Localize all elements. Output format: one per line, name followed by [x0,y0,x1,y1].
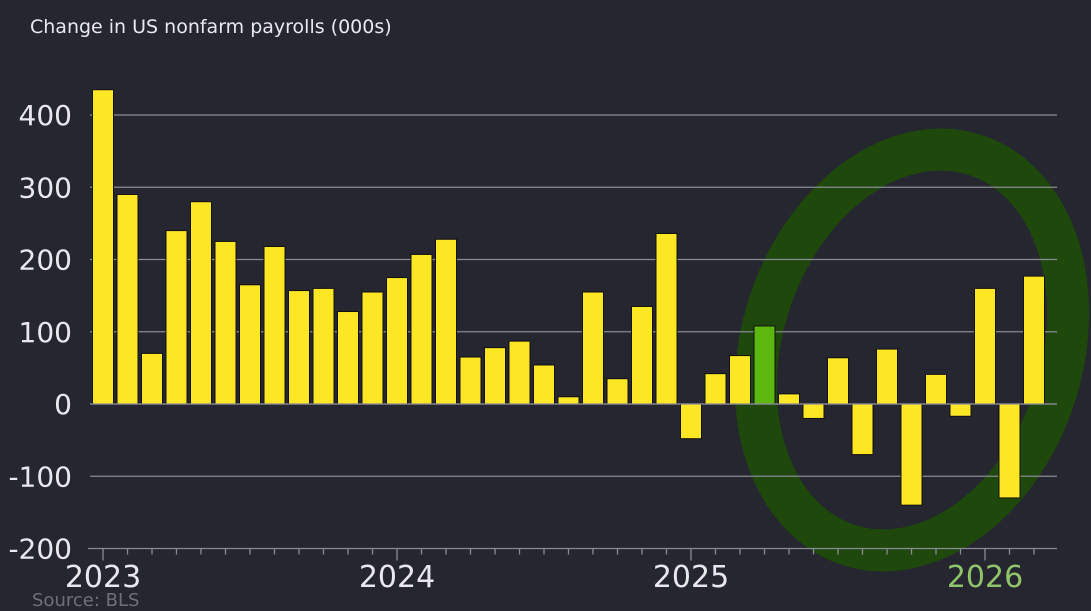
bar-2026-02 [998,403,1021,499]
bar-2023-11 [337,311,359,405]
bar-2024-06 [508,340,531,405]
bar-2024-03 [435,238,457,405]
bar-2024-02 [410,253,433,405]
bar-2025-05 [778,393,800,405]
bar-2025-01 [680,403,702,440]
bar-2023-12 [361,291,384,405]
bar-2025-08 [851,403,874,456]
y-tick-label: 300 [19,171,72,204]
bar-2025-12 [949,403,972,417]
bar-2025-02 [704,373,727,405]
bar-2023-02 [116,193,139,405]
bar-2026-01 [974,287,996,405]
bar-2024-05 [484,347,506,405]
bar-2025-10 [900,403,923,506]
bar-2023-01 [92,89,114,405]
x-tick-label: 2024 [359,560,435,595]
bar-2026-03 [1023,275,1045,405]
bar-2025-11 [925,373,947,405]
bar-2024-12 [655,232,678,405]
chart-title: Change in US nonfarm payrolls (000s) [30,16,392,38]
bar-2025-04 [753,325,776,405]
bar-2023-08 [263,245,286,405]
bar-2024-10 [606,378,629,405]
bar-2024-11 [631,305,653,405]
bar-2023-03 [141,352,163,405]
bar-2024-01 [386,277,408,405]
bar-2024-07 [533,364,555,405]
y-tick-label: 400 [19,99,72,132]
bar-2023-07 [239,284,261,405]
bar-2023-04 [165,230,188,405]
bar-2025-07 [827,357,849,405]
chart-source: Source: BLS [32,590,140,611]
bar-2024-09 [582,291,604,405]
bar-2025-03 [729,355,751,405]
y-tick-label: 0 [54,388,72,421]
y-tick-label: 100 [19,316,72,349]
bar-2023-09 [288,290,310,405]
annotation-circle [734,128,1090,572]
y-tick-label: 200 [19,244,72,277]
bar-2025-06 [802,403,825,419]
x-tick-label: 2025 [653,560,729,595]
bar-2024-04 [459,356,482,405]
x-tick-label: 2026 [947,560,1023,595]
y-tick-label: -200 [8,533,72,566]
y-tick-label: -100 [8,460,72,493]
bar-2025-09 [876,348,898,405]
bar-2023-10 [312,287,335,405]
bar-2024-08 [557,396,580,405]
x-tick-label: 2023 [65,560,141,595]
bar-2023-06 [214,240,237,405]
bar-2023-05 [190,201,212,405]
